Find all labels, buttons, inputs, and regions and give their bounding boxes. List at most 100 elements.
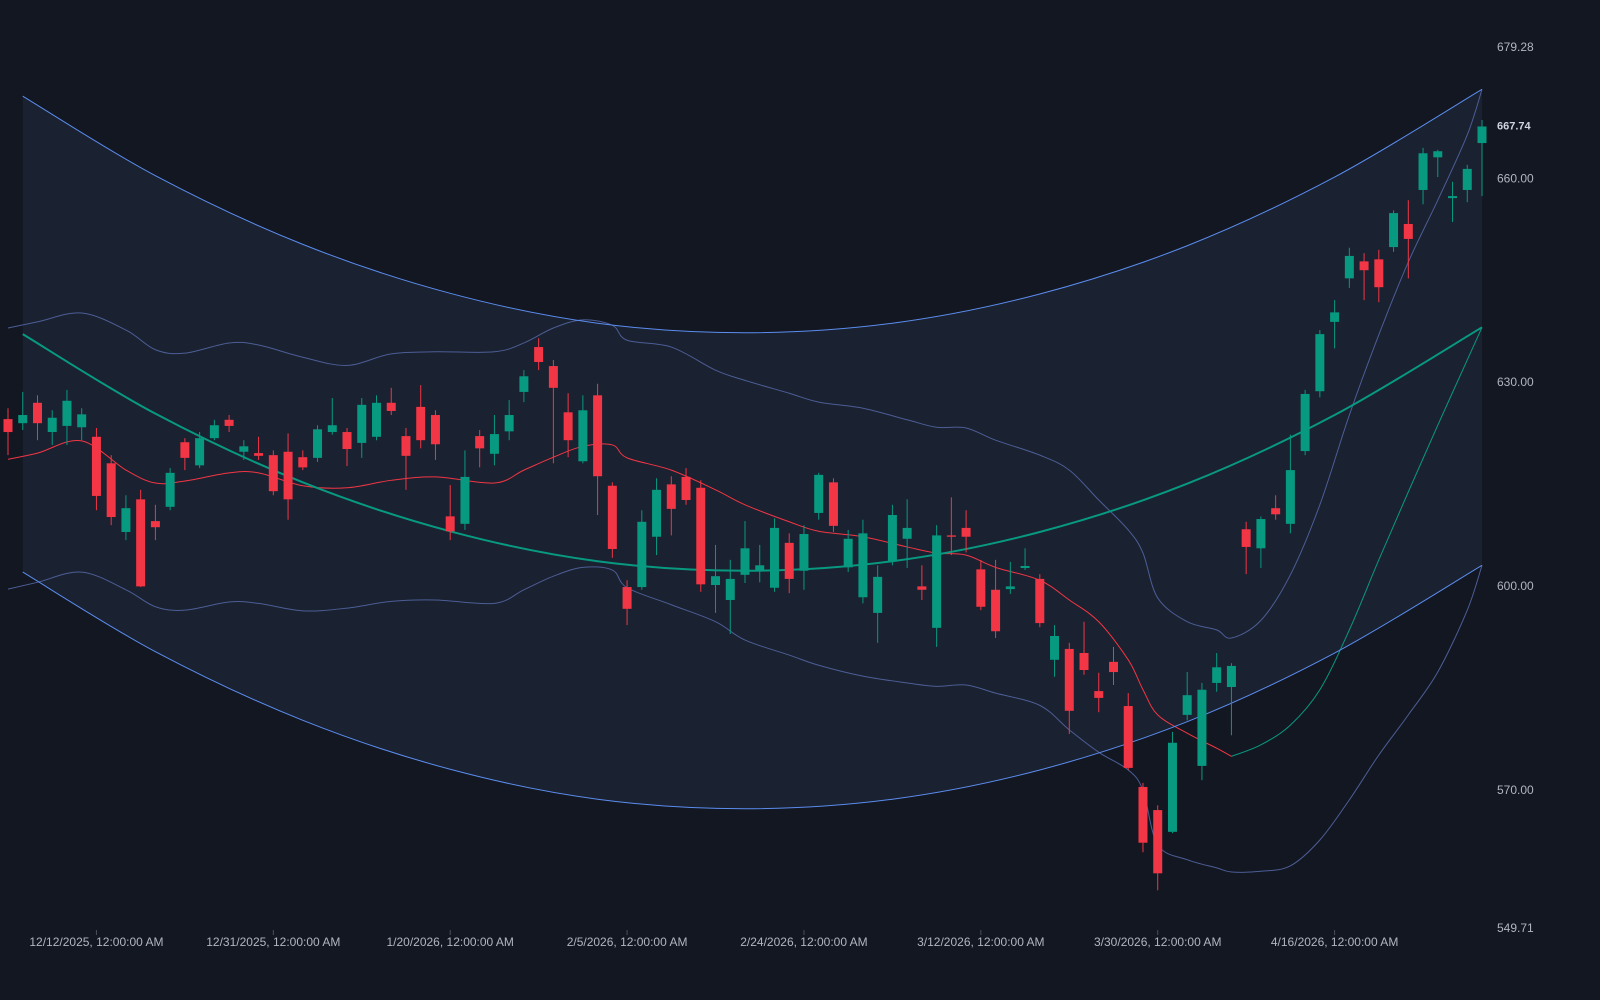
x-tick-label: 3/12/2026, 12:00:00 AM: [917, 935, 1044, 949]
channel-fill: [22, 89, 1483, 809]
candle-body: [1241, 529, 1251, 547]
candle-body: [548, 366, 558, 388]
candle-body: [165, 472, 175, 507]
candle-body: [268, 455, 278, 492]
candle-body: [150, 521, 160, 528]
candle-body: [1359, 261, 1369, 271]
candle-body: [887, 514, 897, 562]
candle-body: [828, 482, 838, 526]
candle-body: [3, 419, 13, 433]
candle-body: [298, 457, 308, 468]
candle-body: [1109, 661, 1118, 673]
x-tick-label: 2/5/2026, 12:00:00 AM: [567, 935, 688, 949]
candle-body: [1300, 393, 1310, 452]
candle-body: [637, 521, 647, 588]
candle-body: [62, 400, 72, 426]
candle-body: [814, 474, 824, 513]
candle-body: [873, 576, 883, 613]
candle-body: [47, 417, 57, 433]
candle-body: [961, 527, 971, 537]
candle-body: [534, 347, 544, 362]
candle-body: [1094, 691, 1104, 698]
candle-body: [991, 589, 1001, 632]
candle-body: [313, 429, 323, 458]
channel-lower: [22, 564, 1483, 810]
candle-body: [239, 446, 249, 452]
channel-upper: [22, 88, 1483, 334]
candle-body: [976, 569, 986, 607]
candle-body: [1403, 223, 1413, 239]
candle-body: [1344, 255, 1354, 279]
candle-body: [843, 538, 853, 568]
x-tick-label: 3/30/2026, 12:00:00 AM: [1094, 935, 1221, 949]
candle-body: [1005, 586, 1015, 590]
candle-body: [755, 565, 765, 571]
y-tick-label: 630.00: [1497, 375, 1534, 389]
candle-body: [725, 578, 735, 600]
candle-body: [1123, 706, 1133, 768]
candle-body: [1212, 667, 1222, 683]
candle-body: [460, 476, 470, 524]
candle-body: [401, 436, 411, 456]
y-tick-label: 679.28: [1497, 40, 1534, 54]
candle-body: [1433, 151, 1443, 158]
candle-body: [1256, 519, 1266, 549]
candle-body: [254, 453, 264, 456]
y-tick-label: 570.00: [1497, 783, 1534, 797]
candle-body: [563, 412, 573, 441]
candle-body: [696, 487, 706, 585]
candle-body: [681, 476, 691, 501]
candle-body: [224, 419, 234, 426]
candle-body: [1389, 213, 1399, 248]
candle-body: [504, 415, 514, 432]
candle-body: [416, 406, 426, 441]
candle-body: [430, 415, 440, 445]
candle-body: [784, 542, 794, 579]
candle-body: [622, 587, 632, 609]
candle-body: [18, 415, 28, 424]
candle-body: [1182, 695, 1192, 715]
candle-body: [327, 425, 337, 433]
candle-body: [445, 516, 455, 532]
candle-body: [1079, 653, 1089, 671]
candle-body: [1477, 126, 1487, 144]
candle-body: [1271, 508, 1281, 515]
candle-body: [1153, 810, 1163, 874]
candle-body: [858, 533, 868, 598]
candle-body: [121, 508, 131, 532]
candle-body: [195, 438, 205, 466]
candle-body: [1374, 259, 1384, 288]
candle-body: [740, 548, 750, 575]
band-lower: [7, 565, 1483, 873]
candle-body: [283, 451, 293, 500]
candle-body: [32, 402, 42, 424]
candle-body: [711, 576, 721, 586]
candle-body: [386, 402, 396, 411]
candle-body: [946, 535, 956, 537]
x-tick-label: 1/20/2026, 12:00:00 AM: [386, 935, 513, 949]
y-tick-label: 660.00: [1497, 171, 1534, 185]
candle-body: [578, 410, 588, 462]
band-upper: [7, 89, 1483, 639]
candle-body: [1285, 470, 1295, 524]
candle-body: [607, 485, 617, 549]
candle-body: [106, 463, 116, 518]
y-tick-label: 549.71: [1497, 921, 1534, 935]
candle-body: [1418, 153, 1428, 190]
candle-body: [342, 432, 352, 450]
x-tick-label: 12/12/2025, 12:00:00 AM: [29, 935, 163, 949]
candle-body: [489, 434, 499, 454]
candle-body: [593, 395, 603, 477]
candle-body: [1167, 742, 1177, 832]
candle-body: [1020, 565, 1030, 569]
candle-body: [652, 489, 662, 537]
candle-body: [902, 527, 912, 539]
candle-body: [1448, 196, 1458, 199]
candle-body: [1330, 312, 1340, 322]
candle-body: [769, 527, 779, 588]
candle-body: [1226, 665, 1236, 688]
candle-body: [1197, 689, 1207, 766]
candle-body: [209, 425, 219, 439]
